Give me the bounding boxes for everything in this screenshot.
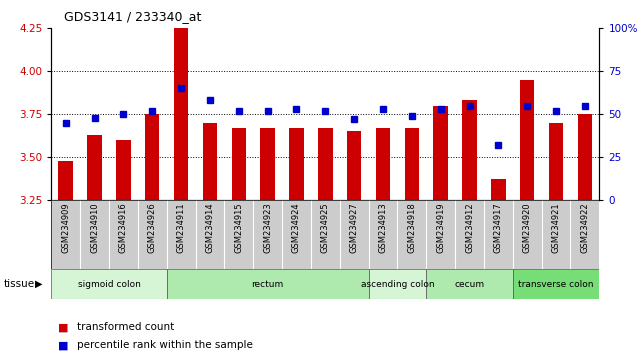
Text: GSM234924: GSM234924 (292, 202, 301, 253)
Text: GSM234913: GSM234913 (378, 202, 388, 253)
Text: GSM234919: GSM234919 (436, 202, 445, 253)
Text: GSM234911: GSM234911 (176, 202, 186, 253)
Text: GSM234918: GSM234918 (407, 202, 417, 253)
Bar (462, 101, 477, 200)
Bar (289, 128, 304, 200)
Text: GSM234927: GSM234927 (349, 202, 359, 253)
Text: GSM234910: GSM234910 (90, 202, 99, 253)
Bar (404, 128, 419, 200)
Text: GSM234916: GSM234916 (119, 202, 128, 253)
Text: ■: ■ (58, 322, 68, 332)
Bar (426, 269, 513, 299)
Bar (318, 128, 333, 200)
Bar (376, 128, 390, 200)
Bar (369, 269, 426, 299)
Text: GSM234922: GSM234922 (580, 202, 590, 253)
Text: transverse colon: transverse colon (519, 280, 594, 289)
Bar (145, 114, 160, 200)
Text: ascending colon: ascending colon (361, 280, 434, 289)
Bar (513, 269, 599, 299)
Text: GDS3141 / 233340_at: GDS3141 / 233340_at (64, 10, 201, 23)
Text: tissue: tissue (3, 279, 35, 289)
Bar (347, 131, 362, 200)
Text: GSM234920: GSM234920 (522, 202, 532, 253)
Text: GSM234909: GSM234909 (61, 202, 71, 253)
Text: GSM234926: GSM234926 (147, 202, 157, 253)
Text: GSM234912: GSM234912 (465, 202, 474, 253)
Bar (578, 114, 592, 200)
Bar (491, 179, 506, 200)
Text: cecum: cecum (454, 280, 485, 289)
Text: ■: ■ (58, 340, 68, 350)
Text: GSM234921: GSM234921 (551, 202, 561, 253)
Text: GSM234915: GSM234915 (234, 202, 244, 253)
Bar (520, 80, 535, 200)
Bar (58, 160, 73, 200)
Text: rectum: rectum (251, 280, 284, 289)
Text: transformed count: transformed count (77, 322, 174, 332)
Text: percentile rank within the sample: percentile rank within the sample (77, 340, 253, 350)
Bar (433, 105, 448, 200)
Bar (87, 135, 102, 200)
Text: GSM234925: GSM234925 (320, 202, 330, 253)
Text: sigmoid colon: sigmoid colon (78, 280, 140, 289)
Bar (116, 140, 131, 200)
Bar (51, 269, 167, 299)
Bar (167, 269, 369, 299)
Text: GSM234914: GSM234914 (205, 202, 215, 253)
Text: ▶: ▶ (35, 279, 43, 289)
Text: GSM234923: GSM234923 (263, 202, 272, 253)
Bar (231, 128, 246, 200)
Text: GSM234917: GSM234917 (494, 202, 503, 253)
Bar (203, 123, 217, 200)
Bar (174, 28, 188, 200)
Bar (260, 128, 275, 200)
Bar (549, 123, 563, 200)
